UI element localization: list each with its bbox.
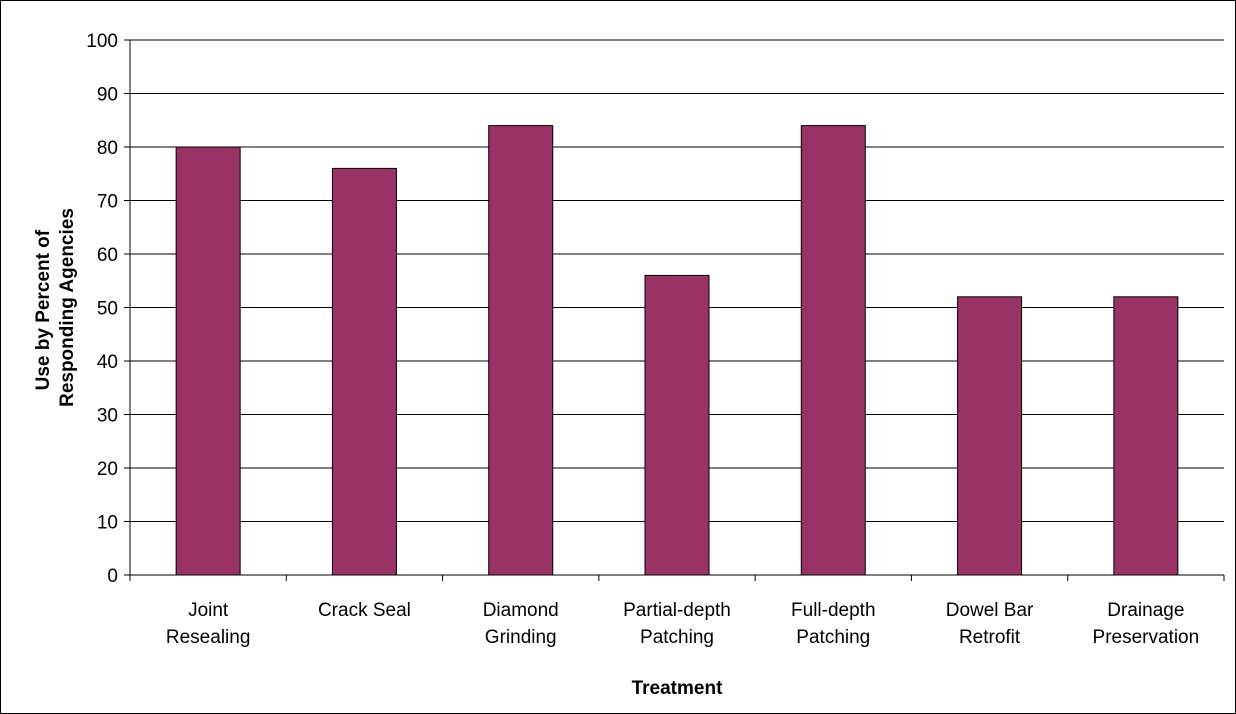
x-tick-label: Preservation	[1093, 627, 1200, 648]
x-tick-label: Drainage	[1107, 600, 1184, 621]
x-tick-label: Crack Seal	[318, 600, 411, 621]
x-tick-label: Patching	[640, 627, 714, 648]
y-tick-label: 60	[97, 245, 118, 266]
x-tick-label: Retrofit	[959, 627, 1021, 648]
y-tick-label: 40	[97, 352, 118, 373]
y-axis-title-line-2: Responding Agencies	[57, 208, 78, 407]
x-tick-label: Patching	[796, 627, 870, 648]
x-tick-label: Partial-depth	[623, 600, 731, 621]
bar	[1113, 296, 1179, 576]
y-tick-label: 90	[97, 85, 118, 106]
bar	[488, 125, 554, 576]
y-axis-title: Use by Percent of Responding Agencies	[33, 208, 78, 407]
axes	[124, 39, 1225, 581]
y-tick-label: 50	[97, 299, 118, 320]
gridlines	[130, 39, 1224, 522]
y-tick-label: 70	[97, 192, 118, 213]
y-tick-label: 30	[97, 406, 118, 427]
y-tick-label: 20	[97, 459, 118, 480]
y-axis-title-line-1: Use by Percent of	[33, 229, 54, 390]
x-tick-label: Full-depth	[791, 600, 876, 621]
x-tick-label: Dowel Bar	[946, 600, 1034, 621]
y-tick-label: 80	[97, 138, 118, 159]
bar	[957, 296, 1023, 576]
x-axis-title: Treatment	[632, 678, 723, 699]
y-tick-label: 100	[86, 31, 118, 52]
x-tick-label: Resealing	[166, 627, 251, 648]
bar	[644, 274, 710, 576]
bar	[800, 125, 866, 576]
x-tick-label: Grinding	[485, 627, 557, 648]
tick-labels: 0 10 20 30 40 50 60 70 80 90 100 Joint Resealing Crac…	[86, 31, 1199, 648]
x-tick-label: Diamond	[483, 600, 559, 621]
y-tick-label: 10	[97, 513, 118, 534]
x-tick-label: Joint	[188, 600, 229, 621]
bar	[175, 146, 241, 576]
bars	[175, 125, 1179, 576]
bar	[331, 167, 397, 576]
y-tick-label: 0	[107, 566, 118, 587]
